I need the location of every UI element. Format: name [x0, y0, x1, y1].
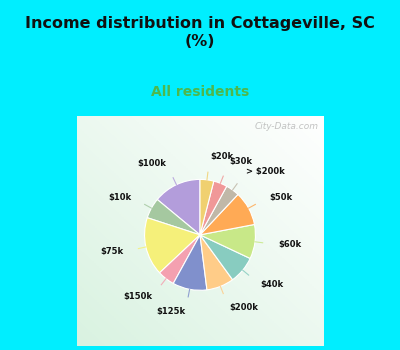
Wedge shape — [200, 186, 238, 235]
Wedge shape — [200, 224, 256, 258]
Wedge shape — [200, 180, 214, 235]
Text: $60k: $60k — [278, 240, 301, 249]
Text: $100k: $100k — [138, 159, 166, 168]
Wedge shape — [200, 195, 254, 235]
Text: $10k: $10k — [108, 193, 131, 202]
Wedge shape — [200, 235, 250, 280]
Text: $30k: $30k — [229, 158, 252, 166]
Wedge shape — [144, 218, 200, 273]
Wedge shape — [157, 180, 200, 235]
Text: Income distribution in Cottageville, SC
(%): Income distribution in Cottageville, SC … — [25, 15, 375, 49]
Wedge shape — [173, 235, 207, 290]
Text: > $200k: > $200k — [246, 167, 285, 176]
Wedge shape — [160, 235, 200, 284]
Wedge shape — [147, 199, 200, 235]
Text: $200k: $200k — [229, 303, 258, 312]
Text: $150k: $150k — [123, 292, 152, 301]
Text: $50k: $50k — [269, 193, 292, 202]
Wedge shape — [200, 181, 227, 235]
Text: $75k: $75k — [100, 247, 123, 257]
Text: $125k: $125k — [156, 308, 185, 316]
Text: All residents: All residents — [151, 85, 249, 99]
Text: $20k: $20k — [210, 153, 233, 161]
Wedge shape — [200, 235, 232, 290]
Text: $40k: $40k — [260, 280, 284, 289]
Text: City-Data.com: City-Data.com — [254, 122, 318, 132]
